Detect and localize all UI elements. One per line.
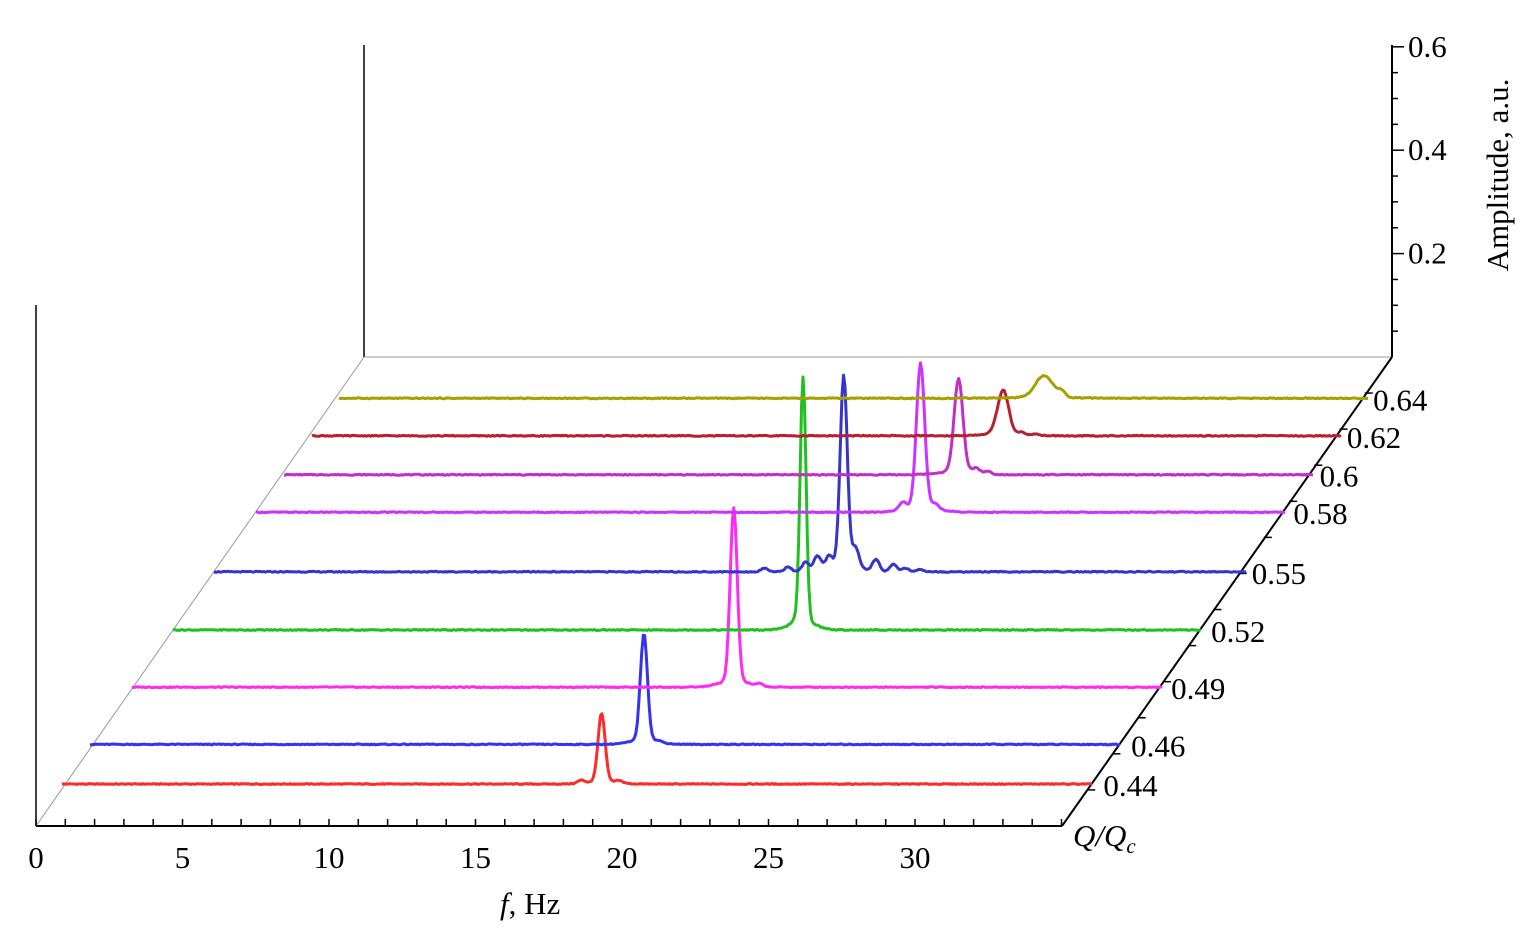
series-line-0.49 <box>131 506 1163 690</box>
z-tick-label: 0.58 <box>1293 496 1347 531</box>
left-depth-edge <box>35 356 365 827</box>
z-tick-marks <box>1087 392 1373 791</box>
z-tick-label: 0.46 <box>1131 728 1185 763</box>
z-axis-line <box>1061 356 1393 827</box>
series-line-0.58 <box>255 361 1286 515</box>
x-tick-label: 20 <box>607 840 638 875</box>
z-tick-label: 0.44 <box>1103 768 1158 803</box>
z-tick-label: 0.64 <box>1373 382 1428 417</box>
y-tick-labels: 0.2 0.4 0.6 <box>1408 29 1447 271</box>
x-tick-label: 0 <box>28 840 44 875</box>
z-axis-title: Q/Qc <box>1073 818 1136 858</box>
z-tick-label: 0.62 <box>1347 420 1401 455</box>
z-axis-title-sub: c <box>1126 834 1136 858</box>
x-tick-label: 10 <box>314 840 345 875</box>
y-tick-label: 0.6 <box>1408 29 1447 64</box>
y-tick-label: 0.2 <box>1408 236 1447 271</box>
y-tick-marks <box>1392 46 1404 332</box>
y-axis-title: Amplitude, a.u. <box>1480 79 1515 272</box>
x-tick-marks <box>35 819 1063 826</box>
series-line-0.55 <box>213 373 1247 574</box>
z-tick-label: 0.6 <box>1320 459 1359 494</box>
z-axis-title-main: Q/Q <box>1073 818 1126 853</box>
axis-frame <box>35 45 1393 827</box>
series-line-0.44 <box>61 712 1093 786</box>
x-tick-label: 25 <box>753 840 784 875</box>
z-tick-label: 0.55 <box>1252 556 1306 591</box>
x-tick-label: 30 <box>900 840 931 875</box>
series-line-0.46 <box>89 633 1121 747</box>
z-tick-label: 0.52 <box>1211 614 1265 649</box>
series-layer <box>61 361 1369 786</box>
x-axis-title: f, Hz <box>500 886 560 921</box>
x-axis-title-unit: , Hz <box>509 886 561 921</box>
series-line-0.62 <box>311 388 1342 438</box>
series-line-0.52 <box>172 375 1202 632</box>
series-line-0.6 <box>284 377 1314 477</box>
x-tick-labels: 0 5 10 15 20 25 30 <box>28 840 930 875</box>
x-tick-label: 15 <box>460 840 491 875</box>
y-tick-label: 0.4 <box>1408 132 1447 167</box>
z-tick-labels: 0.44 0.46 0.49 0.52 0.55 0.580.6 0.620.64 <box>1103 382 1428 803</box>
z-tick-label: 0.49 <box>1171 671 1225 706</box>
series-line-0.64 <box>338 373 1369 401</box>
x-tick-label: 5 <box>175 840 191 875</box>
